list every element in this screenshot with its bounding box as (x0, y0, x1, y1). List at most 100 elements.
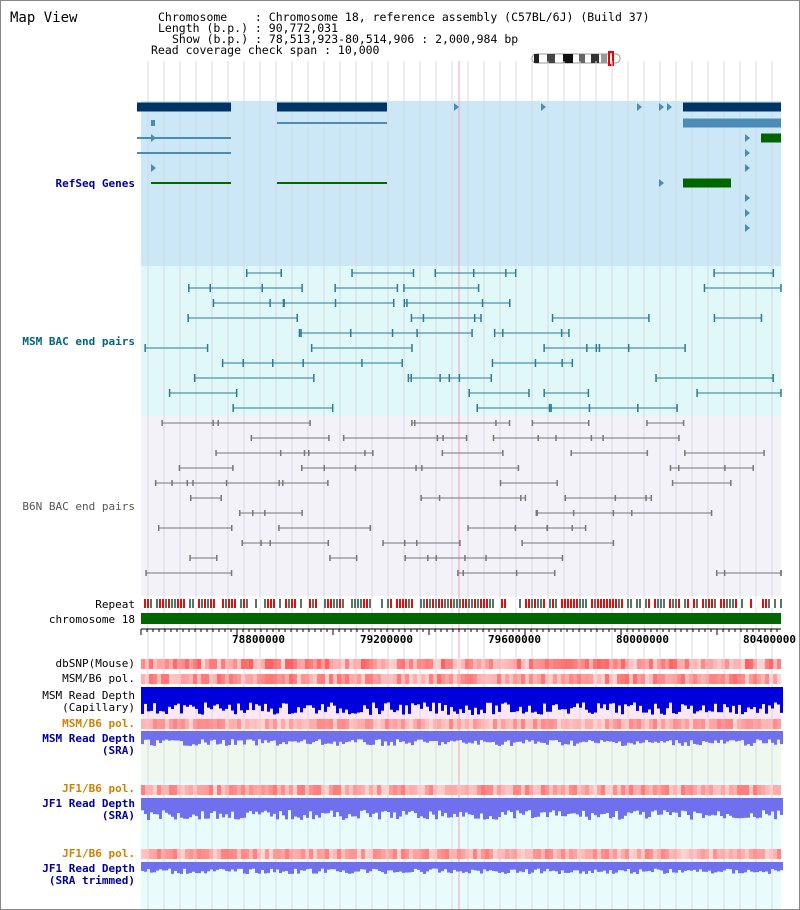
polymorphism-cell (761, 674, 765, 684)
polymorphism-cell (465, 785, 469, 795)
polymorphism-cell (225, 659, 229, 669)
read-depth-bar (213, 687, 216, 706)
repeat-segment (612, 599, 614, 608)
polymorphism-cell (733, 674, 737, 684)
polymorphism-cell (345, 659, 349, 669)
read-depth-bar (432, 798, 435, 815)
read-depth-bar (756, 687, 759, 713)
repeat-segment (201, 599, 203, 608)
polymorphism-cell (277, 719, 281, 729)
read-depth-bar (147, 731, 150, 740)
polymorphism-cell (361, 719, 365, 729)
chromosome-ideogram[interactable] (531, 51, 621, 66)
polymorphism-cell (257, 659, 261, 669)
polymorphism-cell (497, 849, 501, 859)
polymorphism-cell (233, 719, 237, 729)
read-depth-bar (672, 731, 675, 746)
polymorphism-cell (613, 659, 617, 669)
read-depth-bar (309, 731, 312, 745)
polymorphism-cell (481, 659, 485, 669)
track-label-refseq[interactable]: RefSeq Genes (55, 177, 135, 190)
polymorphism-cell (749, 659, 753, 669)
read-depth-bar (555, 731, 558, 741)
polymorphism-cell (289, 785, 293, 795)
read-depth-bar (711, 687, 714, 712)
polymorphism-cell (221, 659, 225, 669)
polymorphism-cell (233, 785, 237, 795)
read-depth-bar (633, 687, 636, 703)
polymorphism-cell (521, 849, 525, 859)
polymorphism-cell (653, 849, 657, 859)
read-depth-bar (306, 798, 309, 818)
read-depth-bar (420, 731, 423, 740)
read-depth-bar (285, 798, 288, 820)
repeat-segment (687, 599, 689, 608)
read-depth-bar (153, 687, 156, 704)
read-depth-bar (258, 687, 261, 706)
polymorphism-cell (337, 719, 341, 729)
polymorphism-cell (397, 785, 401, 795)
b6n-bac-end (441, 450, 504, 456)
read-depth-bar (561, 731, 564, 746)
polymorphism-cell (229, 849, 233, 859)
polymorphism-cell (517, 719, 521, 729)
read-depth-bar (582, 862, 585, 872)
read-depth-bar (576, 798, 579, 815)
read-depth-bar (489, 862, 492, 871)
read-depth-bar (540, 687, 543, 715)
polymorphism-cell (677, 719, 681, 729)
repeat-segment (261, 599, 263, 608)
polymorphism-cell (721, 659, 725, 669)
read-depth-bar (738, 798, 741, 819)
read-depth-bar (333, 687, 336, 706)
repeat-segment (273, 599, 275, 608)
read-depth-bar (615, 862, 618, 873)
polymorphism-cell (365, 719, 369, 729)
polymorphism-cell (645, 674, 649, 684)
polymorphism-cell (209, 719, 213, 729)
read-depth-bar (441, 687, 444, 711)
read-depth-bar (690, 862, 693, 871)
polymorphism-cell (761, 719, 765, 729)
track-label-msm-bac[interactable]: MSM BAC end pairs (22, 335, 135, 348)
refseq-gene (151, 120, 155, 126)
repeat-segment (162, 599, 164, 608)
polymorphism-cell (457, 785, 461, 795)
read-depth-bar (333, 798, 336, 817)
repeat-segment (690, 599, 692, 608)
polymorphism-cell (521, 659, 525, 669)
track-label-b6n-bac[interactable]: B6N BAC end pairs (22, 500, 135, 513)
read-depth-bar (210, 862, 213, 870)
polymorphism-cell (593, 719, 597, 729)
read-depth-bar (657, 798, 660, 815)
read-depth-bar (252, 798, 255, 815)
repeat-segment (312, 599, 314, 608)
polymorphism-cell (505, 659, 509, 669)
read-depth-bar (198, 731, 201, 744)
read-depth-bar (471, 798, 474, 816)
read-depth-bar (477, 798, 480, 819)
polymorphism-cell (253, 674, 257, 684)
read-depth-bar (612, 687, 615, 704)
polymorphism-cell (569, 719, 573, 729)
polymorphism-cell (469, 719, 473, 729)
read-depth-bar (336, 798, 339, 813)
polymorphism-cell (769, 785, 773, 795)
read-depth-bar (771, 798, 774, 812)
polymorphism-cell (549, 785, 553, 795)
read-depth-bar (300, 731, 303, 742)
polymorphism-cell (197, 719, 201, 729)
read-depth-bar (705, 687, 708, 713)
read-depth-bar (417, 731, 420, 740)
polymorphism-cell (169, 719, 173, 729)
repeat-segment (252, 599, 254, 608)
polymorphism-cell (149, 674, 153, 684)
polymorphism-cell (377, 674, 381, 684)
read-depth-bar (411, 862, 414, 872)
read-depth-bar (642, 798, 645, 812)
read-depth-bar (372, 862, 375, 869)
read-depth-bar (579, 687, 582, 708)
polymorphism-cell (269, 719, 273, 729)
read-depth-bar (606, 731, 609, 741)
